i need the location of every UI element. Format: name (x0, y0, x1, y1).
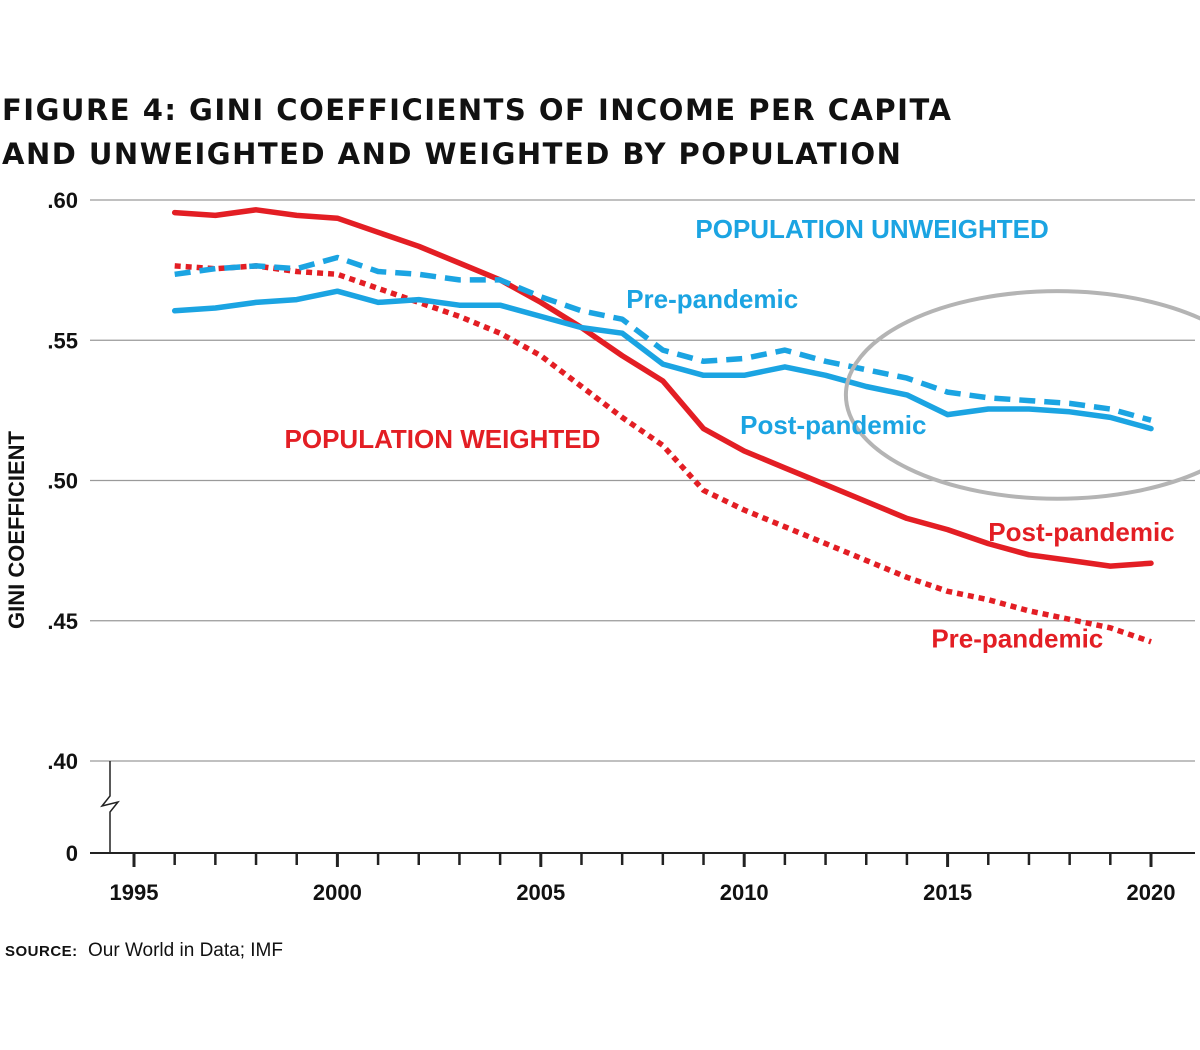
annotation-post-pandemic: Post-pandemic (988, 517, 1174, 547)
x-tick-label: 2005 (516, 880, 565, 905)
annotation-population-weighted: POPULATION WEIGHTED (285, 424, 601, 454)
y-axis-label: GINI COEFFICIENT (4, 430, 29, 629)
annotations: POPULATION UNWEIGHTED Pre-pandemic Post-pa… (285, 214, 1175, 654)
series-line-population-unweighted-pre-pandemic (174, 254, 1152, 423)
x-tick-label: 1995 (110, 880, 159, 905)
source-label: SOURCE: (5, 943, 78, 960)
highlight-circle (843, 289, 1200, 501)
y-tick-label: .40 (47, 749, 78, 774)
series-lines (171, 207, 1154, 645)
x-tick-label: 2020 (1127, 880, 1176, 905)
axes: .60 .55 .50 .45 .40 0 GINI COEFFICIENT 1995 2000… (4, 188, 1195, 905)
series-line-population-unweighted-post-pandemic (171, 288, 1154, 432)
series-line-population-weighted-post-pandemic (171, 207, 1154, 569)
y-tick-label: 0 (66, 841, 78, 866)
annotation-population-unweighted: POPULATION UNWEIGHTED (695, 214, 1048, 244)
annotation-post-pandemic: Post-pandemic (740, 410, 926, 440)
annotation-pre-pandemic: Pre-pandemic (931, 623, 1103, 653)
y-axis-break (100, 761, 120, 853)
y-tick-label: .45 (47, 609, 78, 634)
highlight-circle-group (843, 289, 1200, 501)
chart-title-line-2: AND UNWEIGHTED AND WEIGHTED BY POPULATIO… (2, 137, 902, 171)
x-tick-label: 2015 (923, 880, 972, 905)
x-tick-label: 2000 (313, 880, 362, 905)
annotation-pre-pandemic: Pre-pandemic (626, 284, 798, 314)
source-note: SOURCE: Our World in Data; IMF (5, 940, 283, 961)
chart-title-line-1: FIGURE 4: GINI COEFFICIENTS OF INCOME PE… (2, 93, 952, 127)
y-tick-label: .55 (47, 328, 78, 353)
grid (90, 199, 1195, 762)
y-tick-label: .60 (47, 188, 78, 213)
chart-title: FIGURE 4: GINI COEFFICIENTS OF INCOME PE… (2, 93, 952, 171)
x-tick-label: 2010 (720, 880, 769, 905)
source-text: Our World in Data; IMF (88, 940, 283, 961)
y-tick-label: .50 (47, 469, 78, 494)
